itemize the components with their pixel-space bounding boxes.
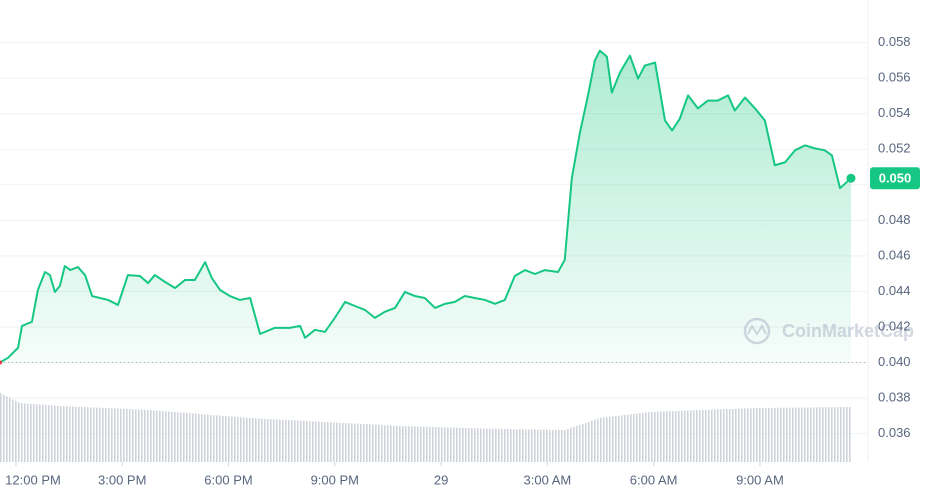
- x-tick-label: 12:00 PM: [5, 472, 61, 487]
- price-line: [0, 49, 852, 364]
- y-tick-label: 0.054: [878, 105, 911, 120]
- watermark: CoinMarketCap: [743, 317, 914, 345]
- current-price-box: [870, 167, 920, 190]
- y-tick-label: 0.052: [878, 141, 911, 156]
- y-tick-label: 0.044: [878, 283, 911, 298]
- x-tick-label: 6:00 PM: [204, 472, 252, 487]
- x-tick-label: 29: [434, 472, 448, 487]
- start-dot: [0, 360, 2, 365]
- y-tick-label: 0.056: [878, 70, 911, 85]
- end-dot: [846, 173, 856, 183]
- x-tick-label: 3:00 PM: [98, 472, 146, 487]
- watermark-text: CoinMarketCap: [782, 321, 914, 341]
- x-tick-label: 6:00 AM: [630, 472, 678, 487]
- y-tick-label: 0.040: [878, 354, 911, 369]
- y-tick-label: 0.036: [878, 425, 911, 440]
- x-tick-label: 3:00 AM: [524, 472, 572, 487]
- x-tick-label: 9:00 AM: [736, 472, 784, 487]
- y-tick-label: 0.042: [878, 318, 911, 333]
- y-tick-label: 0.038: [878, 389, 911, 404]
- y-tick-label: 0.048: [878, 212, 911, 227]
- x-tick-label: 9:00 PM: [311, 472, 359, 487]
- y-tick-label: 0.058: [878, 34, 911, 49]
- volume-bars: [0, 393, 852, 462]
- price-area: [0, 50, 851, 363]
- y-tick-label: 0.046: [878, 247, 911, 262]
- current-price-label: 0.050: [879, 171, 912, 186]
